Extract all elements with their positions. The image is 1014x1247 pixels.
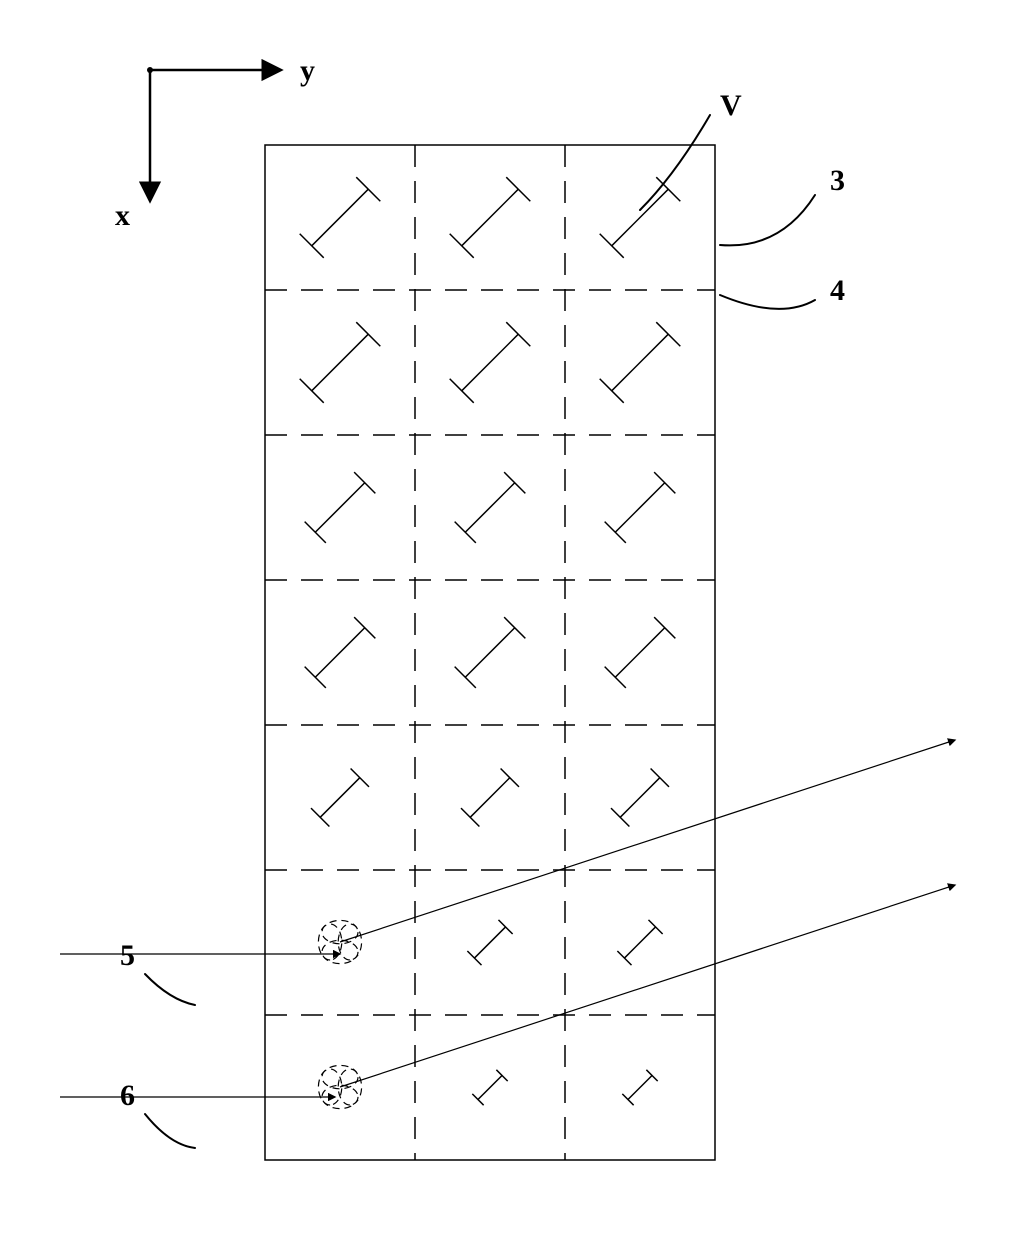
label-V: V xyxy=(720,89,742,122)
label-leader xyxy=(720,295,815,309)
i-beam-icon xyxy=(617,920,662,965)
i-beam-icon xyxy=(622,1070,657,1105)
label-6: 6 xyxy=(120,1079,135,1112)
label-leader xyxy=(145,1114,195,1148)
label-leader xyxy=(720,195,815,245)
axis-label-x: x xyxy=(115,199,130,232)
i-beam-icon xyxy=(311,769,369,827)
label-leader xyxy=(145,974,195,1005)
label-3: 3 xyxy=(830,164,845,197)
axis-label-y: y xyxy=(300,54,315,87)
i-beam-icon xyxy=(472,1070,507,1105)
i-beam-icon xyxy=(300,177,381,258)
i-beam-icon xyxy=(600,177,681,258)
i-beam-icon xyxy=(305,617,376,688)
i-beam-icon xyxy=(600,322,681,403)
labels: 3 4 5 6 V xyxy=(120,89,845,1148)
label-4: 4 xyxy=(830,274,845,307)
i-beam-icon xyxy=(605,472,676,543)
i-beam-icon xyxy=(450,322,531,403)
coordinate-axes: yx xyxy=(115,54,315,232)
i-beam-icon xyxy=(467,920,512,965)
i-beam-icon xyxy=(611,769,669,827)
label-5: 5 xyxy=(120,939,135,972)
i-beam-icon xyxy=(450,177,531,258)
i-beam-symbols xyxy=(300,177,681,1105)
i-beam-icon xyxy=(300,322,381,403)
i-beam-icon xyxy=(605,617,676,688)
i-beam-icon xyxy=(461,769,519,827)
callout-rays xyxy=(60,740,955,1097)
i-beam-icon xyxy=(455,617,526,688)
i-beam-icon xyxy=(455,472,526,543)
i-beam-icon xyxy=(305,472,376,543)
